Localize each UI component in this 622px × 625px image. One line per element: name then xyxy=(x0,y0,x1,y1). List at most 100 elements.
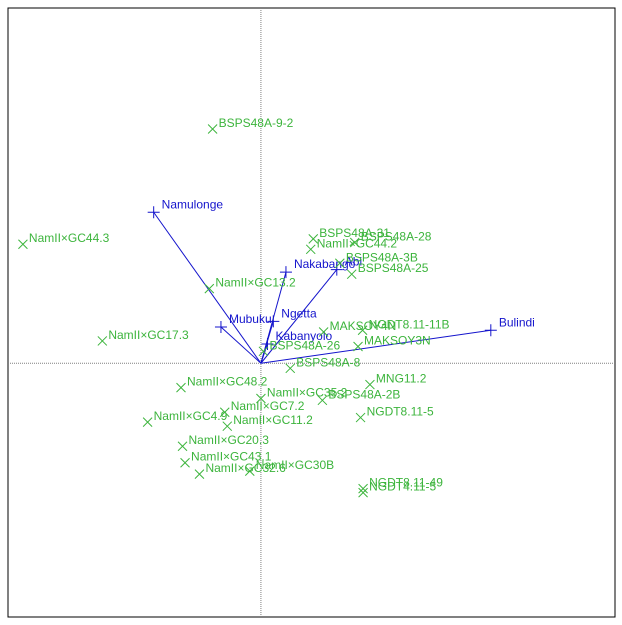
genotype-label: BSPS48A-31 xyxy=(319,226,390,240)
genotype-point: BSPS48A-31 xyxy=(308,226,390,244)
genotype-point: NamII×GC44.3 xyxy=(18,231,110,250)
genotype-point: NamII×GC7.2 xyxy=(219,399,305,418)
genotype-point: NGDT8.11-11B xyxy=(357,317,450,336)
environment-label: Bulindi xyxy=(499,315,535,329)
environment-marker xyxy=(214,320,227,333)
genotype-label: NamII×GC11.2 xyxy=(233,413,313,427)
genotype-label: MNG11.2 xyxy=(376,372,427,386)
genotype-point: NamII×GC17.3 xyxy=(97,328,189,346)
genotype-point: NamII×GC4.9 xyxy=(142,409,228,427)
environment-label: Abi xyxy=(345,255,362,269)
genotype-marker xyxy=(353,341,363,352)
genotype-point: BSPS48A-8 xyxy=(285,355,361,374)
genotype-point: MAKSOY4N xyxy=(318,319,397,337)
environment-marker xyxy=(484,324,497,337)
genotype-marker xyxy=(204,283,215,294)
genotype-label: BSPS48A-28 xyxy=(361,229,432,243)
genotype-label: NamII×GC4.9 xyxy=(154,409,228,423)
genotype-point: BSPS48A-25 xyxy=(346,261,429,280)
genotype-label: NamII×GC48.2 xyxy=(187,375,268,389)
genotype-label: NamII×GC32.6 xyxy=(205,461,286,475)
genotype-point: NamII×GC13.2 xyxy=(204,276,296,294)
genotype-label: NamII×GC35.2 xyxy=(267,386,348,400)
genotype-label: NGDT8.11-11B xyxy=(369,317,450,331)
genotype-marker xyxy=(180,457,190,468)
environment-label: Namulonge xyxy=(162,197,224,211)
environment-label: Nakabango xyxy=(294,257,356,271)
genotype-point: MAKSOY3N xyxy=(353,334,431,352)
genotype-marker xyxy=(207,124,218,134)
genotype-marker xyxy=(346,269,357,280)
genotype-point: BSPS48A-26 xyxy=(258,338,340,357)
genotype-label: NamII×GC44.2 xyxy=(317,236,398,250)
genotype-label: NamII×GC17.3 xyxy=(108,328,189,342)
genotype-marker xyxy=(317,395,328,406)
genotype-point: NamII×GC44.2 xyxy=(305,236,398,255)
genotype-marker xyxy=(142,417,153,427)
genotype-label: MAKSOY4N xyxy=(330,319,397,333)
genotype-label: NamII×GC7.2 xyxy=(231,399,305,413)
genotype-marker xyxy=(222,421,233,432)
plot-frame xyxy=(7,7,616,618)
genotype-point: BSPS48A-2B xyxy=(317,387,400,406)
genotype-point: NGDT8.11-5 xyxy=(355,405,434,423)
genotype-label: NamII×GC20.3 xyxy=(189,433,270,447)
genotype-label: BSPS48A-3B xyxy=(346,250,418,264)
genotype-marker xyxy=(334,258,345,269)
genotype-point: NGDT8.11-49 xyxy=(358,476,443,494)
genotype-label: BSPS48A-26 xyxy=(269,338,340,352)
genotype-point: NamII×GC43.1 xyxy=(180,450,272,468)
genotype-marker xyxy=(256,393,266,404)
genotype-point: BSPS48A-9-2 xyxy=(207,116,294,134)
environment-label: Mubuku xyxy=(229,312,272,326)
environment-vector: Bulindi xyxy=(260,315,535,364)
genotype-label: NamII×GC44.3 xyxy=(29,231,110,245)
genotype-point: NamII×GC35.2 xyxy=(256,386,348,404)
genotype-point: NamII×GC48.2 xyxy=(176,375,268,393)
genotype-point: NamII×GC32.6 xyxy=(194,461,286,479)
genotype-marker xyxy=(219,407,230,418)
genotype-label: NamII×GC43.1 xyxy=(191,450,272,464)
genotype-marker xyxy=(358,487,368,498)
genotype-marker xyxy=(308,234,319,244)
genotype-label: NamII×GC13.2 xyxy=(215,276,296,290)
genotype-label: BSPS48A-9-2 xyxy=(219,116,294,130)
genotype-label: NGDT8.11-49 xyxy=(369,476,443,490)
genotype-point: MNG11.2 xyxy=(365,372,427,390)
environment-arrow xyxy=(260,343,268,364)
genotype-marker xyxy=(357,325,368,336)
genotype-marker xyxy=(349,237,360,248)
genotype-marker xyxy=(258,346,269,357)
genotype-marker xyxy=(305,244,316,255)
genotype-point: BSPS48A-3B xyxy=(334,250,418,269)
genotype-marker xyxy=(355,412,366,423)
genotype-marker xyxy=(285,363,296,374)
environment-marker xyxy=(279,266,292,279)
environment-arrow xyxy=(153,211,262,364)
environment-arrow xyxy=(260,269,338,364)
genotype-point: NGDT4.11-5 xyxy=(358,480,437,498)
genotype-label: BSPS48A-8 xyxy=(296,355,360,369)
genotype-marker xyxy=(318,327,329,337)
environment-arrow xyxy=(220,326,262,364)
environment-vector: Abi xyxy=(260,255,362,364)
environment-label: Ngetta xyxy=(281,306,317,320)
genotype-marker xyxy=(18,239,28,250)
genotype-marker xyxy=(194,469,205,479)
genotype-point: BSPS48A-28 xyxy=(349,229,432,248)
genotype-label: BSPS48A-2B xyxy=(328,387,400,401)
genotype-marker xyxy=(177,441,188,452)
environment-label: Kabanyolo xyxy=(275,329,332,343)
genotype-label: NamII×GC30B xyxy=(256,458,334,472)
genotype-label: NGDT8.11-5 xyxy=(367,405,434,419)
genotype-marker xyxy=(358,483,368,494)
genotype-marker xyxy=(97,336,108,346)
environment-arrow xyxy=(260,329,491,364)
environment-vector: Mubuku xyxy=(214,312,272,364)
environment-vector: Namulonge xyxy=(147,197,262,364)
genotype-point: NamII×GC30B xyxy=(244,458,334,476)
environment-vector: Kabanyolo xyxy=(260,329,333,364)
genotype-point: NamII×GC20.3 xyxy=(177,433,270,452)
